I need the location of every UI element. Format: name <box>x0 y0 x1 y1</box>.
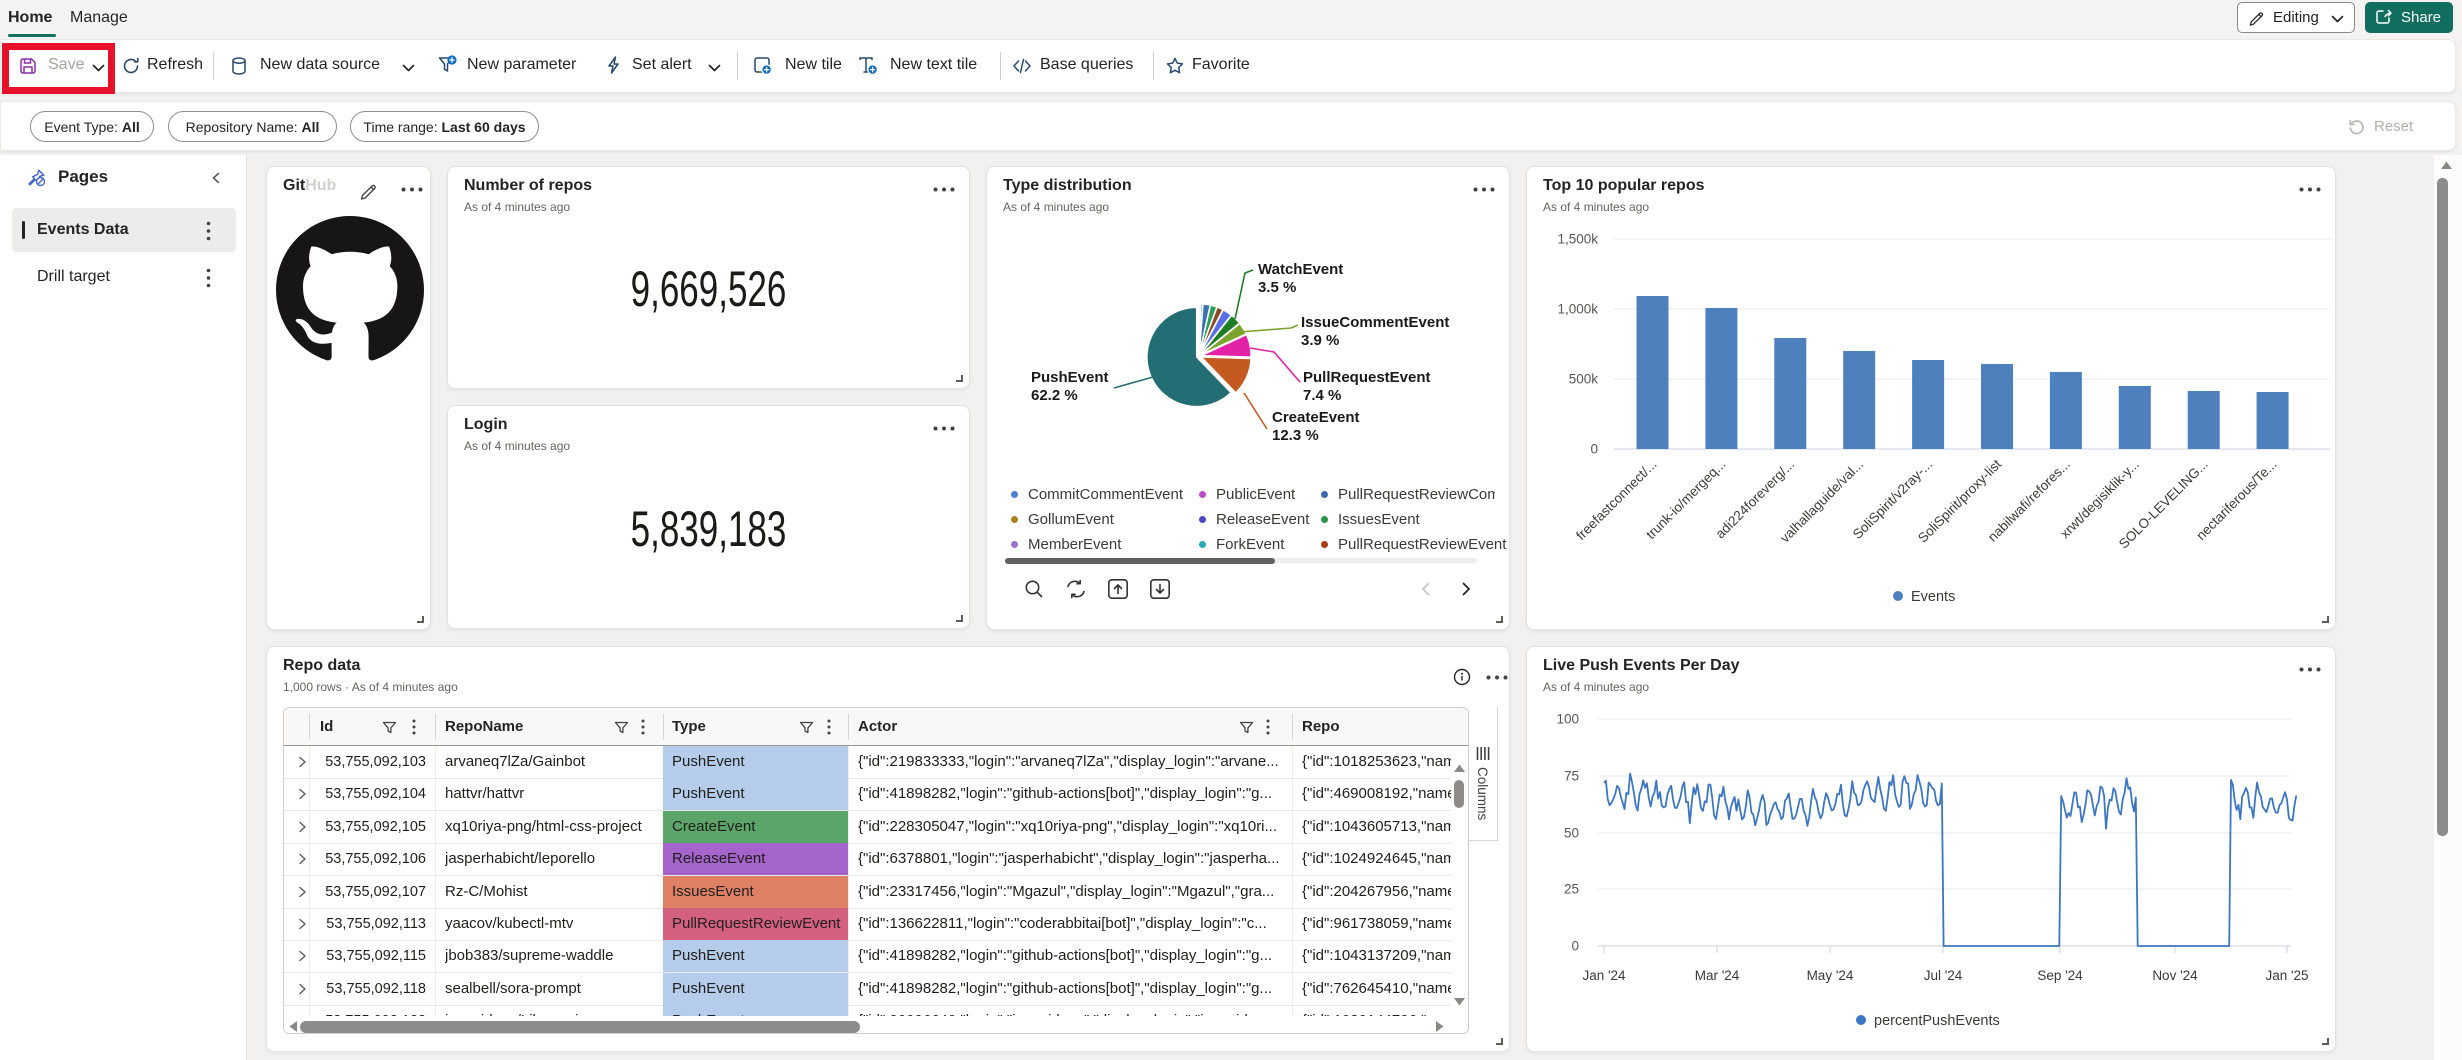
svg-text:May '24: May '24 <box>1807 968 1854 983</box>
svg-text:0: 0 <box>1590 442 1598 457</box>
svg-text:Sep '24: Sep '24 <box>2037 968 2083 983</box>
svg-text:75: 75 <box>1564 769 1579 784</box>
svg-text:50: 50 <box>1564 826 1579 841</box>
svg-text:Nov '24: Nov '24 <box>2152 968 2198 983</box>
svg-text:100: 100 <box>1556 712 1579 727</box>
svg-text:Jan '24: Jan '24 <box>1582 968 1626 983</box>
svg-text:Jan '25: Jan '25 <box>2265 968 2308 983</box>
svg-text:Jul '24: Jul '24 <box>1924 968 1963 983</box>
svg-text:0: 0 <box>1571 939 1579 954</box>
svg-text:1,500k: 1,500k <box>1557 232 1598 247</box>
svg-text:1,000k: 1,000k <box>1557 302 1598 317</box>
svg-text:Events: Events <box>1911 589 1955 605</box>
svg-text:500k: 500k <box>1569 372 1599 387</box>
svg-text:Mar '24: Mar '24 <box>1695 968 1740 983</box>
svg-text:25: 25 <box>1564 882 1579 897</box>
svg-text:percentPushEvents: percentPushEvents <box>1874 1013 2000 1029</box>
